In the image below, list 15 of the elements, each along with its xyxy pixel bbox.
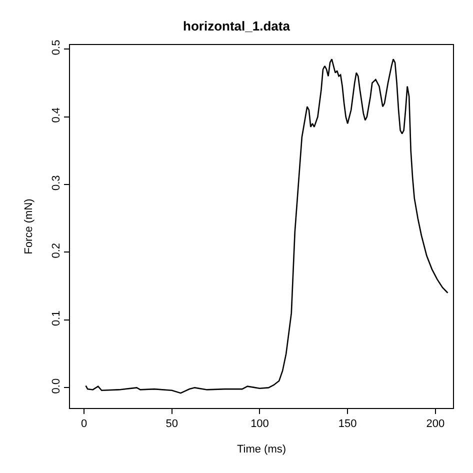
y-tick-label: 0.3 [50, 175, 63, 191]
x-tick-label: 100 [250, 418, 269, 430]
y-axis-title: Force (mN) [23, 198, 36, 254]
x-axis-title: Time (ms) [236, 443, 286, 456]
line-series [85, 58, 448, 394]
x-tick-label: 150 [338, 418, 357, 430]
y-tick-label: 0.5 [50, 40, 63, 56]
y-tick-label: 0.1 [50, 310, 63, 326]
chart-title: horizontal_1.data [183, 18, 291, 34]
x-tick-label: 0 [80, 418, 88, 430]
x-tick-label: 200 [426, 418, 445, 430]
y-tick-label: 0.2 [50, 242, 63, 258]
y-tick-label: 0.4 [50, 107, 63, 123]
y-tick-label: 0.0 [50, 378, 63, 394]
x-tick-label: 50 [166, 418, 178, 430]
